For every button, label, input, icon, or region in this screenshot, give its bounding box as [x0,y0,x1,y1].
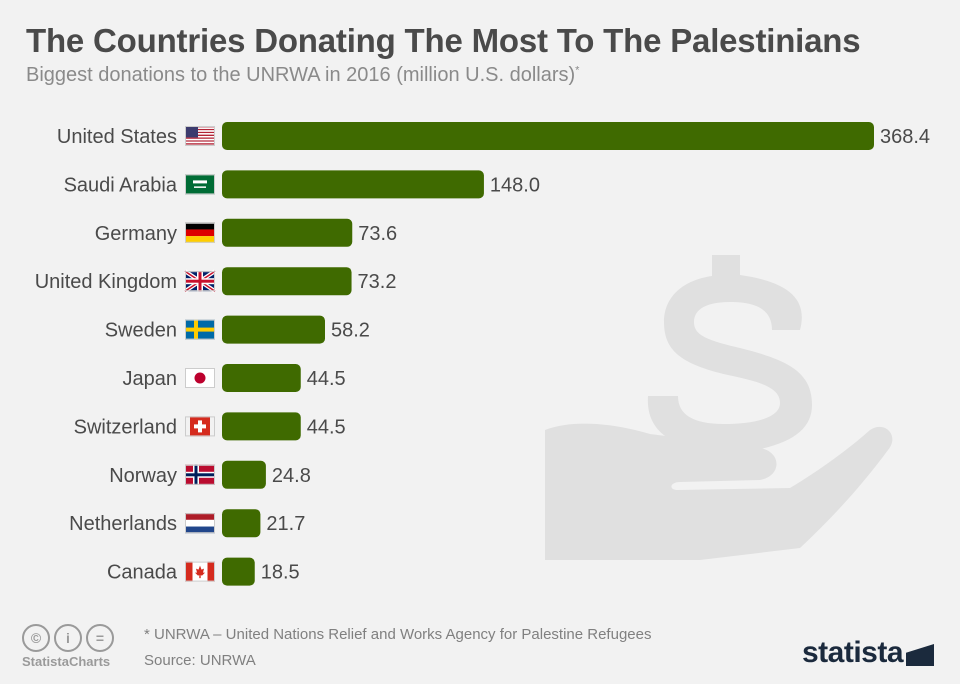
value-label: 73.6 [358,223,397,245]
sweden-flag-icon [185,319,215,340]
germany-flag-icon [185,222,215,243]
category-label: Germany [95,223,177,245]
value-label: 18.5 [261,562,300,584]
bar [222,509,261,538]
saudi-flag-icon [185,174,215,195]
value-label: 58.2 [331,320,370,342]
value-label: 21.7 [266,513,305,535]
value-label: 368.4 [880,126,930,148]
chart-title: The Countries Donating The Most To The P… [26,22,861,59]
switzerland-flag-icon [185,416,215,437]
category-label: Sweden [105,320,177,342]
subtitle-footnote-marker: * [575,64,580,77]
statista-charts-label: StatistaCharts [22,654,111,669]
category-label: United Kingdom [35,271,177,293]
flags [183,126,217,582]
value-label: 44.5 [307,416,346,438]
bar [222,170,484,199]
footnote: * UNRWA – United Nations Relief and Work… [144,626,652,643]
norway-flag-icon [185,464,215,485]
value-label: 73.2 [358,271,397,293]
category-label: Netherlands [69,513,177,535]
uk-flag-icon [183,269,217,293]
value-labels: 368.4 148.0 73.6 73.2 58.2 44.5 44.5 24.8 21.7 18… [261,126,930,584]
category-labels: United States Saudi Arabia Germany United K… [35,126,178,584]
category-label: Canada [107,562,178,584]
bar [222,460,266,489]
category-label: Norway [109,465,177,487]
chart-subtitle: Biggest donations to the UNRWA in 2016 (… [26,64,579,87]
category-label: Switzerland [74,416,177,438]
value-label: 148.0 [490,174,540,196]
bars [222,122,874,586]
statista-logo[interactable]: statista [802,636,904,669]
bar [222,122,874,150]
japan-flag-icon [185,368,215,388]
bar [222,557,255,586]
bar [222,412,301,441]
equals-icon: = [86,624,114,652]
netherlands-flag-icon [185,513,215,534]
bar [222,364,301,392]
canada-flag-icon [185,561,215,582]
hand-dollar-icon [545,255,893,560]
copyright-icon: © [22,624,50,652]
bar [222,315,326,344]
subtitle-text: Biggest donations to the UNRWA in 2016 (… [26,64,576,86]
footer-icons: © i = [22,624,118,652]
bar [222,218,353,247]
info-icon: i [54,624,82,652]
bar [222,267,352,296]
value-label: 44.5 [307,368,346,390]
value-label: 24.8 [272,465,311,487]
category-label: Saudi Arabia [64,174,178,196]
category-label: Japan [123,368,178,390]
category-label: United States [57,126,177,148]
source-note: Source: UNRWA [144,652,256,669]
us-flag-icon [185,126,215,146]
